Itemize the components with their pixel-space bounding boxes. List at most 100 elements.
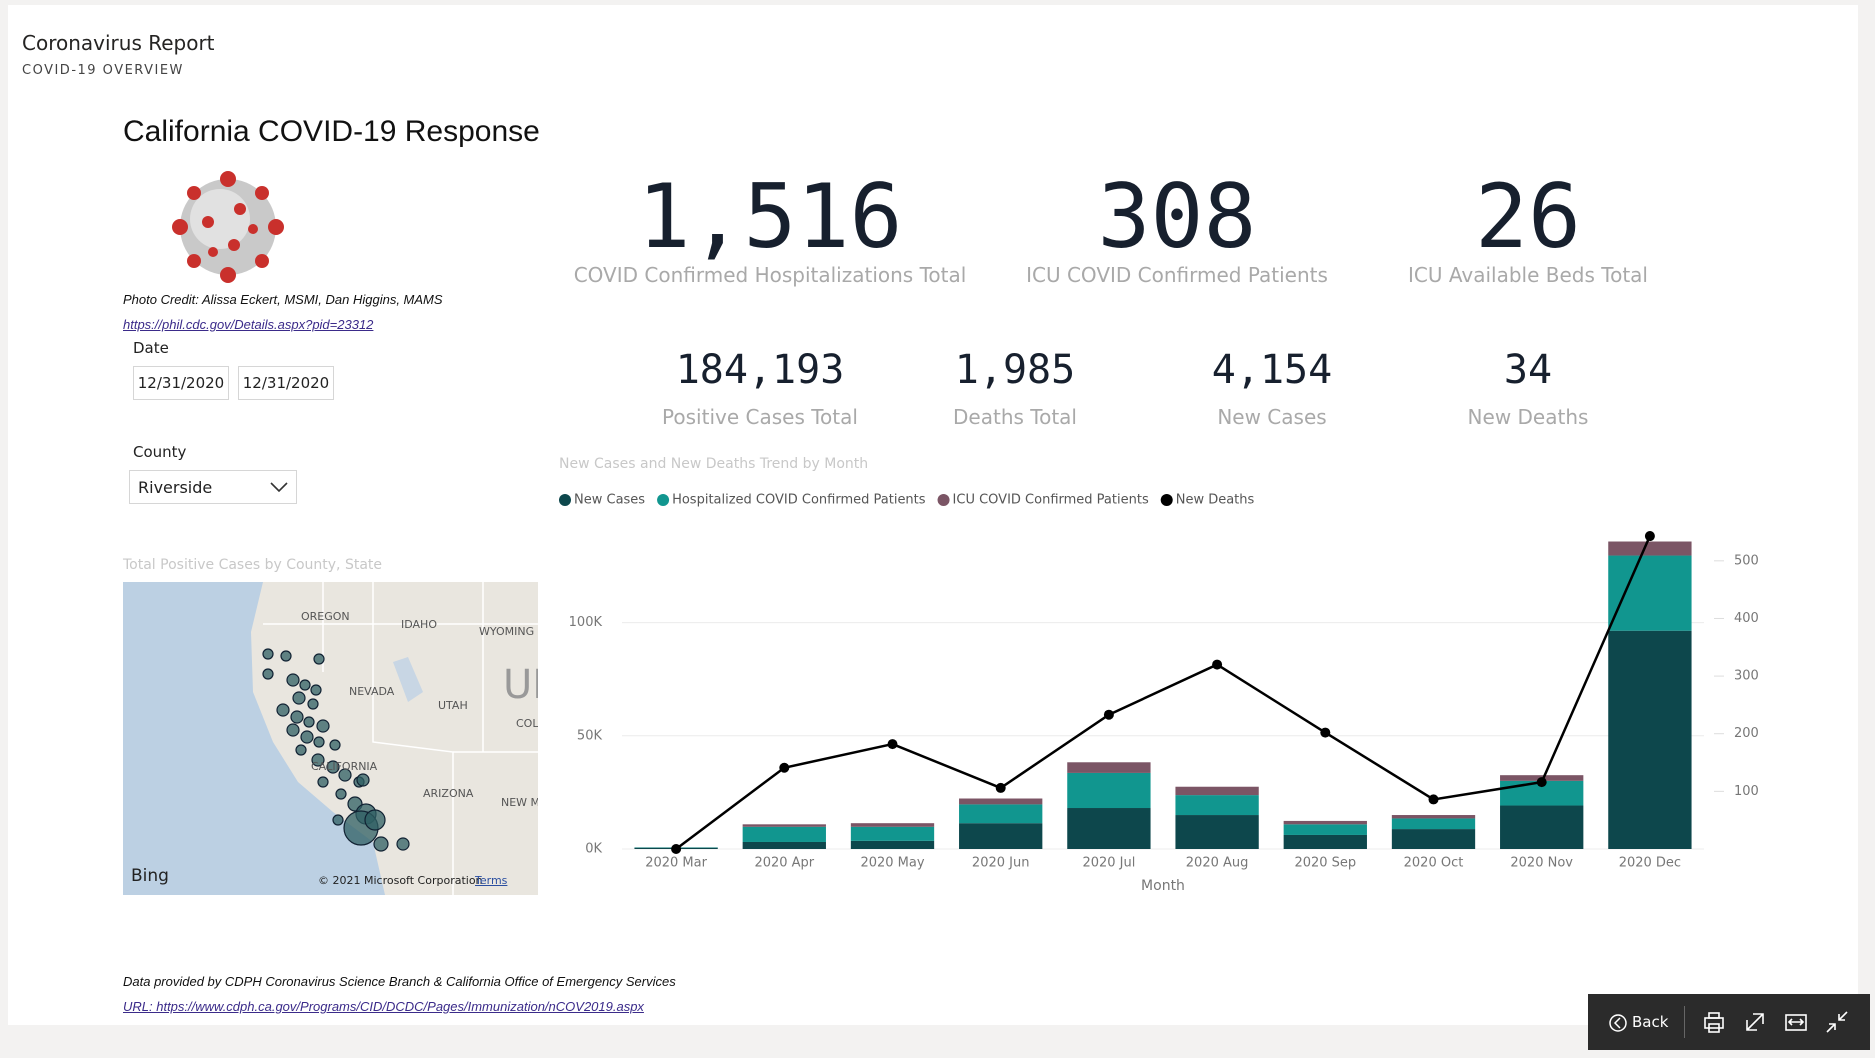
line-marker	[995, 782, 1006, 793]
kpi-value: 4,154	[1211, 347, 1333, 393]
y-tick-label: 100K	[569, 615, 603, 630]
y-tick-label: 50K	[577, 728, 603, 743]
report-title: California COVID-19 Response	[123, 115, 540, 148]
legend-swatch	[1160, 494, 1173, 506]
y2-tick-label: 400	[1734, 611, 1759, 626]
map-title: Total Positive Cases by County, State	[123, 557, 383, 573]
toolbar-icons[interactable]	[1703, 1010, 1863, 1034]
bar-segment	[742, 824, 826, 827]
map-label: COLO	[516, 717, 538, 730]
bar-segment	[1391, 818, 1476, 830]
toolbar: Back	[1588, 994, 1870, 1050]
bar-segment	[1067, 762, 1151, 773]
bar-segment	[1608, 541, 1692, 556]
kpi-label: New Cases	[1217, 405, 1327, 429]
bar-segment	[1283, 834, 1367, 849]
x-tick-label: 2020 Apr	[754, 856, 814, 871]
county-label: County	[133, 443, 187, 461]
x-tick-label: 2020 Sep	[1294, 856, 1356, 871]
map-label: CALIFORNIA	[311, 760, 378, 773]
kpi-label: ICU COVID Confirmed Patients	[1026, 263, 1328, 287]
map-label: IDAHO	[401, 618, 437, 631]
date-end[interactable]: 12/31/2020	[238, 366, 334, 400]
bar-segment	[959, 823, 1043, 849]
map-label: UTAH	[438, 699, 468, 712]
x-tick-label: 2020 Dec	[1619, 856, 1681, 871]
map-label: OREGON	[301, 610, 350, 623]
chart-title: New Cases and New Deaths Trend by Month	[559, 456, 868, 472]
bar-segment	[850, 823, 935, 827]
page-name: COVID-19 OVERVIEW	[22, 63, 184, 78]
kpi-value: 34	[1503, 347, 1553, 393]
photo-credit: Photo Credit: Alissa Eckert, MSMI, Dan H…	[123, 292, 443, 307]
footer-url[interactable]: URL: https://www.cdph.ca.gov/Programs/CI…	[123, 999, 644, 1014]
y2-tick-label: 500	[1734, 553, 1759, 568]
county-value: Riverside	[138, 478, 213, 497]
bar-segment	[1608, 555, 1692, 631]
bar-segment	[1283, 824, 1367, 835]
line-marker	[887, 739, 898, 750]
county-dropdown[interactable]: Riverside	[129, 470, 297, 504]
separator	[1684, 1006, 1685, 1038]
line-marker	[1320, 727, 1331, 738]
back-icon	[1609, 1014, 1627, 1032]
photo-link[interactable]: https://phil.cdc.gov/Details.aspx?pid=23…	[123, 317, 374, 332]
bar-segment	[959, 804, 1043, 824]
x-tick-label: 2020 Mar	[645, 856, 707, 871]
bar-segment	[1391, 815, 1476, 819]
x-tick-label: 2020 May	[860, 856, 924, 871]
kpi-label: Positive Cases Total	[662, 405, 858, 429]
kpi-label: Deaths Total	[953, 405, 1077, 429]
bar-segment	[742, 826, 826, 842]
x-axis-title: Month	[1141, 878, 1185, 894]
x-tick-label: 2020 Nov	[1510, 856, 1573, 871]
kpi-label: New Deaths	[1467, 405, 1589, 429]
x-tick-label: 2020 Aug	[1186, 856, 1249, 871]
bar-segment	[850, 840, 935, 849]
map[interactable]: OREGON IDAHO WYOMING NEVADA UTAH UN COLO…	[123, 582, 538, 895]
x-tick-label: 2020 Jun	[972, 856, 1030, 871]
bar-segment	[1175, 815, 1259, 849]
line-marker	[671, 844, 682, 854]
bar-segment	[1283, 820, 1367, 825]
map-terms[interactable]: Terms	[475, 874, 508, 887]
map-base	[123, 582, 538, 895]
kpi-value: 1,516	[637, 165, 903, 268]
y2-tick-label: 200	[1734, 726, 1759, 741]
line	[675, 535, 1652, 850]
x-tick-label: 2020 Jul	[1082, 856, 1135, 871]
bar-segment	[1067, 772, 1151, 809]
map-label: ARIZONA	[423, 787, 474, 800]
line-marker	[1536, 777, 1547, 788]
kpi-value: 1,985	[954, 347, 1076, 393]
bar-segment	[1500, 805, 1584, 849]
legend-swatch	[559, 494, 571, 506]
combo-chart: New Cases and New Deaths Trend by Month N…	[559, 456, 1759, 894]
line-marker	[1103, 709, 1114, 720]
bar-segment	[959, 798, 1043, 805]
bar-segment	[1391, 829, 1476, 849]
map-label: WYOMING	[479, 625, 535, 638]
kpi-value: 184,193	[675, 347, 845, 393]
date-start[interactable]: 12/31/2020	[133, 366, 229, 400]
kpi-label: ICU Available Beds Total	[1408, 263, 1648, 287]
footer-source: Data provided by CDPH Coronavirus Scienc…	[123, 974, 676, 989]
map-label: UN	[503, 662, 538, 708]
y2-tick-label: 100	[1734, 784, 1759, 799]
map-brand: Bing	[131, 866, 169, 886]
legend-label: New Deaths	[1176, 493, 1255, 508]
bar-segment	[1067, 808, 1151, 849]
back-button[interactable]: Back	[1632, 1013, 1669, 1031]
legend-label: Hospitalized COVID Confirmed Patients	[672, 493, 926, 508]
date-label: Date	[133, 339, 169, 357]
kpi-label: COVID Confirmed Hospitalizations Total	[573, 263, 967, 287]
legend-swatch	[657, 494, 670, 506]
bar-segment	[1175, 786, 1259, 796]
bar-segment	[850, 826, 935, 841]
map-copyright: © 2021 Microsoft Corporation	[318, 874, 483, 887]
line-marker	[1212, 659, 1223, 670]
report-canvas: Coronavirus Report COVID-19 OVERVIEW Cal…	[8, 5, 1858, 1025]
bar-segment	[742, 841, 826, 849]
x-tick-label: 2020 Oct	[1404, 856, 1464, 871]
